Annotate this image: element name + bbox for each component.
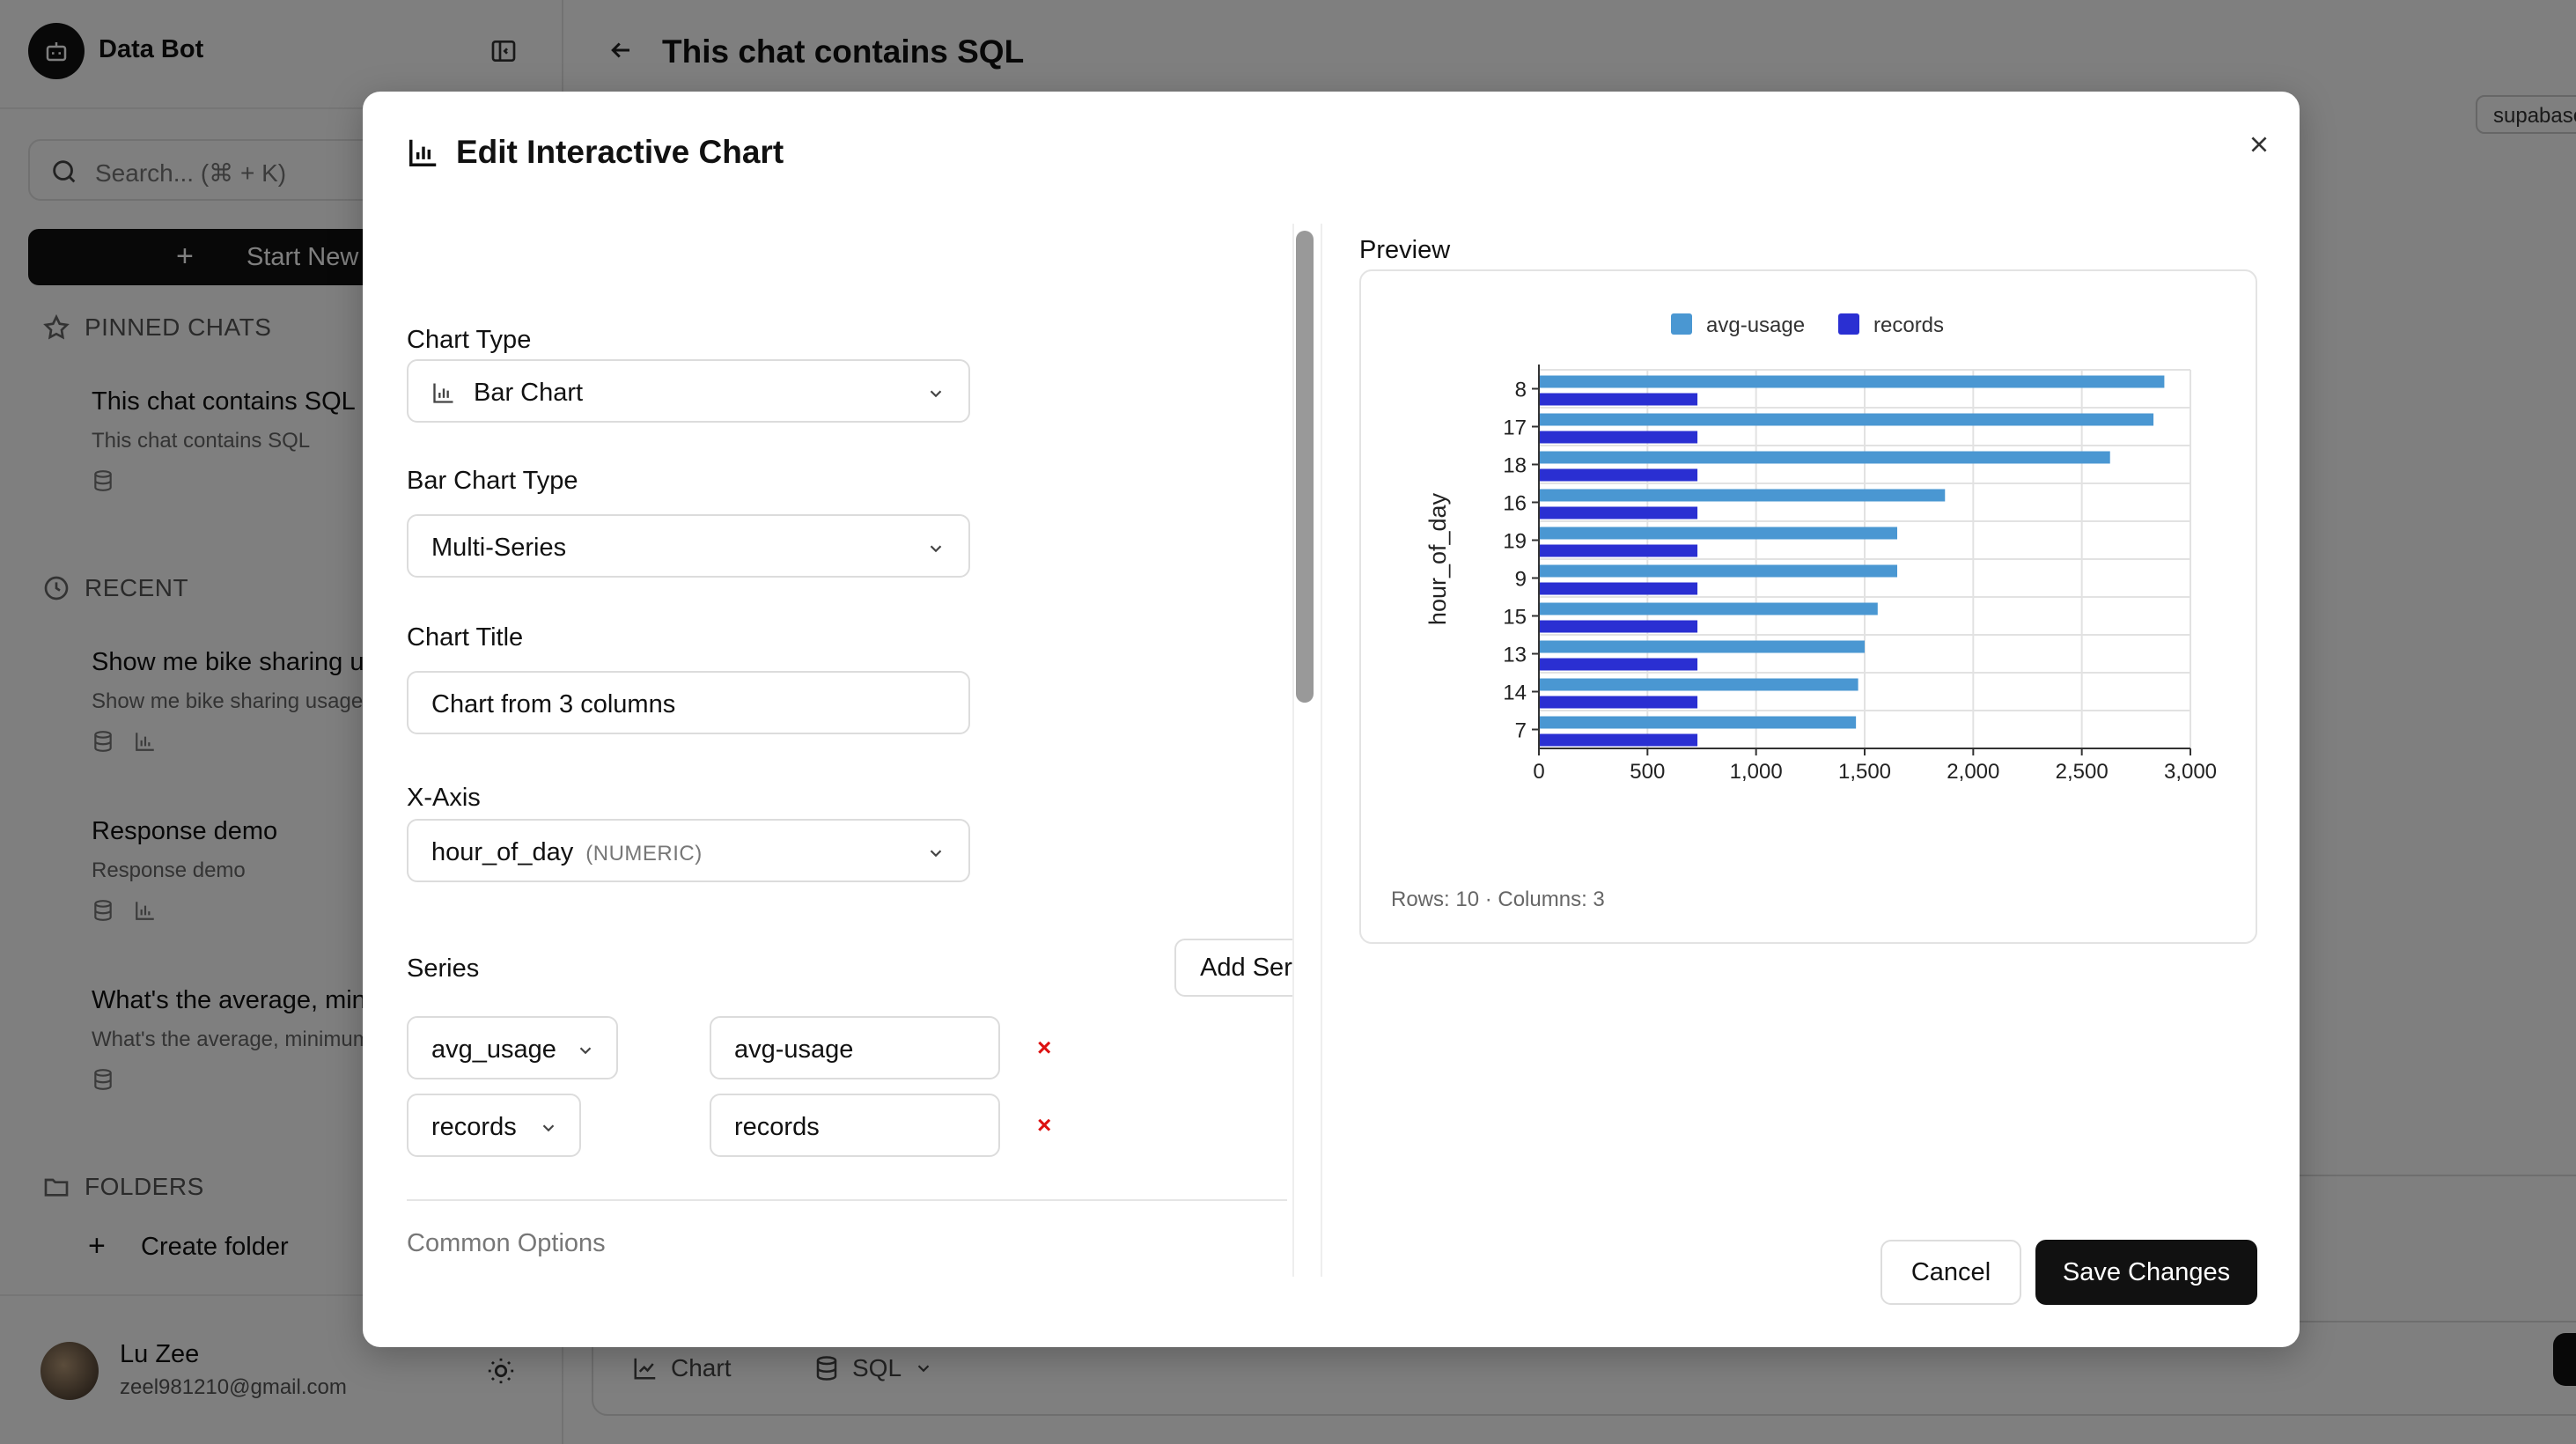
series-column-value: records	[431, 1113, 517, 1141]
scrollbar[interactable]	[1292, 224, 1322, 1277]
bar-avg-usage	[1539, 640, 1865, 653]
bar-avg-usage	[1539, 716, 1857, 729]
chart-type-select[interactable]: Bar Chart	[407, 359, 970, 423]
chart-type-label: Chart Type	[407, 326, 532, 354]
remove-series-button[interactable]: ×	[1037, 1111, 1052, 1138]
chart-title-input[interactable]: Chart from 3 columns	[407, 671, 970, 734]
bar-records	[1539, 658, 1698, 671]
edit-chart-modal: Edit Interactive Chart Chart Type Bar Ch…	[363, 92, 2300, 1347]
bar-records	[1539, 696, 1698, 709]
chevron-down-icon	[926, 384, 946, 403]
chart-title-value: Chart from 3 columns	[431, 690, 676, 718]
chart-type-value: Bar Chart	[474, 379, 584, 407]
remove-series-button[interactable]: ×	[1037, 1034, 1052, 1061]
chart-preview: 8 17 18 16 19 9 15 13 14 7 0 500 1,000 1,500 2,000 2,50…	[1359, 269, 2257, 944]
series-column-select[interactable]: records	[407, 1094, 581, 1157]
x-tick-label: 0	[1533, 760, 1544, 784]
bar-avg-usage	[1539, 375, 2165, 388]
save-changes-button[interactable]: Save Changes	[2035, 1240, 2257, 1305]
series-name-value: avg-usage	[734, 1035, 854, 1064]
chevron-down-icon	[926, 539, 946, 558]
y-tick-label: 19	[1503, 530, 1527, 554]
x-tick-label: 3,000	[2164, 760, 2217, 784]
y-tick-label: 18	[1503, 454, 1527, 478]
x-tick-label: 1,500	[1838, 760, 1891, 784]
bar-avg-usage	[1539, 602, 1878, 615]
bar-avg-usage	[1539, 413, 2154, 426]
bar-chart: 8 17 18 16 19 9 15 13 14 70 500 1,000 1,500 2,000 2,50…	[1424, 313, 2217, 784]
legend-swatch	[1838, 313, 1859, 335]
bar-avg-usage	[1539, 527, 1897, 540]
bar-records	[1539, 506, 1698, 519]
series-name-input[interactable]: avg-usage	[710, 1016, 1000, 1079]
bar-chart-icon	[431, 380, 456, 405]
chart-title-label: Chart Title	[407, 623, 524, 652]
cancel-button[interactable]: Cancel	[1880, 1240, 2021, 1305]
x-tick-label: 2,000	[1947, 760, 1999, 784]
bar-chart-type-value: Multi-Series	[431, 534, 567, 562]
close-icon[interactable]	[2236, 122, 2282, 167]
bar-records	[1539, 468, 1698, 482]
y-tick-label: 13	[1503, 644, 1527, 667]
x-tick-label: 2,500	[2056, 760, 2109, 784]
rows-columns-info: Rows: 10 · Columns: 3	[1391, 888, 1605, 911]
series-name-value: records	[734, 1113, 820, 1141]
y-tick-label: 16	[1503, 492, 1527, 516]
x-tick-label: 500	[1630, 760, 1665, 784]
chevron-down-icon	[576, 1041, 595, 1060]
legend-swatch	[1671, 313, 1692, 335]
y-tick-label: 7	[1515, 719, 1527, 743]
series-name-input[interactable]: records	[710, 1094, 1000, 1157]
x-axis-value: hour_of_day (NUMERIC)	[431, 838, 703, 866]
chevron-down-icon	[539, 1118, 558, 1138]
bar-records	[1539, 544, 1698, 557]
legend-label: avg-usage	[1706, 313, 1805, 337]
section-divider	[407, 1199, 1287, 1201]
bar-chart-type-label: Bar Chart Type	[407, 467, 578, 495]
bar-records	[1539, 620, 1698, 633]
preview-label: Preview	[1359, 236, 1451, 264]
chevron-down-icon	[926, 844, 946, 863]
y-tick-label: 8	[1515, 379, 1527, 402]
column-type-badge: (NUMERIC)	[585, 842, 703, 866]
chart-settings-form: Chart Type Bar Chart Bar Chart Type Mult…	[407, 224, 1292, 1277]
scrollbar-thumb[interactable]	[1296, 231, 1314, 703]
series-column-select[interactable]: avg_usage	[407, 1016, 618, 1079]
series-column-value: avg_usage	[431, 1035, 556, 1064]
bar-chart-type-select[interactable]: Multi-Series	[407, 514, 970, 578]
bar-avg-usage	[1539, 451, 2110, 464]
bar-avg-usage	[1539, 489, 1946, 502]
series-label: Series	[407, 954, 480, 983]
y-tick-label: 15	[1503, 606, 1527, 630]
bar-records	[1539, 431, 1698, 444]
y-tick-label: 9	[1515, 568, 1527, 592]
y-tick-label: 17	[1503, 416, 1527, 440]
x-tick-label: 1,000	[1730, 760, 1783, 784]
add-series-button[interactable]: Add Series	[1174, 939, 1292, 997]
y-axis-title: hour_of_day	[1424, 492, 1451, 625]
modal-title: Edit Interactive Chart	[407, 134, 784, 171]
bar-records	[1539, 582, 1698, 595]
bar-records	[1539, 393, 1698, 406]
common-options-heading[interactable]: Common Options	[407, 1229, 606, 1257]
bar-avg-usage	[1539, 678, 1858, 691]
modal-title-text: Edit Interactive Chart	[456, 134, 784, 170]
bar-chart-icon	[407, 136, 440, 169]
bar-records	[1539, 733, 1698, 747]
bar-avg-usage	[1539, 564, 1897, 578]
x-axis-label: X-Axis	[407, 784, 481, 812]
x-axis-select[interactable]: hour_of_day (NUMERIC)	[407, 819, 970, 882]
y-tick-label: 14	[1503, 681, 1527, 705]
legend-label: records	[1873, 313, 1944, 337]
